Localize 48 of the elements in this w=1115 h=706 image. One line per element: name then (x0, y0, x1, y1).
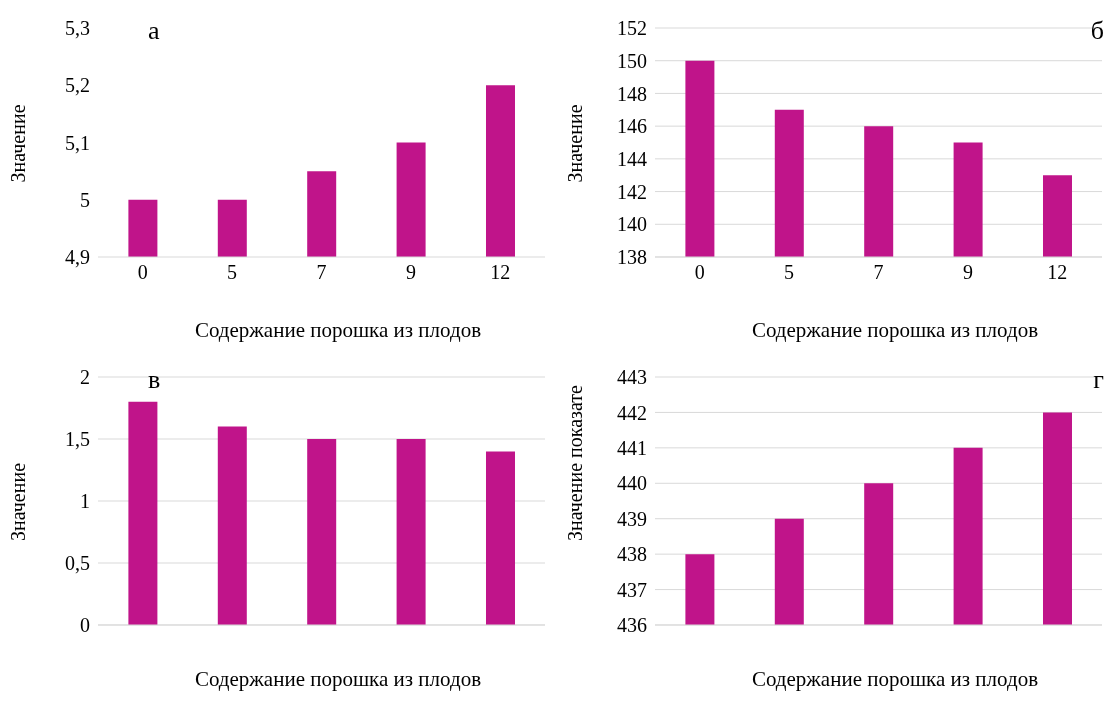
x-tick-label: 5 (227, 261, 238, 284)
x-tick-label: 12 (1047, 261, 1068, 284)
x-axis-title: Содержание порошка из плодов (193, 667, 483, 692)
y-tick-label: 437 (617, 578, 647, 601)
x-axis-title: Содержание порошка из плодов (750, 667, 1040, 692)
y-axis-title: Значение показате (564, 384, 587, 541)
y-tick-label: 4,9 (65, 246, 90, 269)
y-tick-label: 5,2 (65, 74, 90, 97)
chart-title: в (148, 365, 161, 395)
y-tick-label: 140 (617, 213, 647, 236)
x-tick-label: 7 (316, 261, 327, 284)
y-tick-label: 0 (80, 614, 90, 637)
y-tick-label: 5,3 (65, 17, 90, 40)
y-tick-label: 150 (617, 49, 647, 72)
y-tick-label: 138 (617, 246, 647, 269)
y-tick-label: 2 (80, 366, 90, 389)
y-tick-label: 1 (80, 490, 90, 513)
y-tick-label: 442 (617, 401, 647, 424)
y-tick-label: 152 (617, 17, 647, 40)
y-tick-label: 5 (80, 188, 90, 211)
y-tick-label: 0,5 (65, 552, 90, 575)
y-tick-label: 146 (617, 115, 647, 138)
chart-title: б (1090, 16, 1104, 46)
chart-title: г (1093, 365, 1104, 395)
y-tick-label: 441 (617, 436, 647, 459)
y-tick-label: 1,5 (65, 428, 90, 451)
y-tick-label: 5,1 (65, 131, 90, 154)
y-tick-label: 144 (617, 147, 647, 170)
x-axis-title: Содержание порошка из плодов (193, 318, 483, 343)
y-tick-label: 436 (617, 614, 647, 637)
x-axis-title: Содержание порошка из плодов (750, 318, 1040, 343)
x-tick-label: 5 (784, 261, 795, 284)
x-tick-label: 12 (490, 261, 511, 284)
y-tick-label: 439 (617, 507, 647, 530)
y-tick-label: 148 (617, 82, 647, 105)
y-tick-label: 438 (617, 543, 647, 566)
chart-title: а (148, 16, 160, 46)
x-tick-label: 9 (405, 261, 416, 284)
y-axis-title: Значение (7, 462, 30, 541)
x-tick-label: 0 (137, 261, 148, 284)
y-tick-label: 440 (617, 472, 647, 495)
y-axis-title: Значение (564, 104, 587, 183)
y-axis-title: Значение (7, 104, 30, 183)
x-tick-label: 0 (694, 261, 705, 284)
y-tick-label: 443 (617, 366, 647, 389)
x-tick-label: 7 (873, 261, 884, 284)
x-tick-label: 9 (962, 261, 973, 284)
y-tick-label: 142 (617, 180, 647, 203)
